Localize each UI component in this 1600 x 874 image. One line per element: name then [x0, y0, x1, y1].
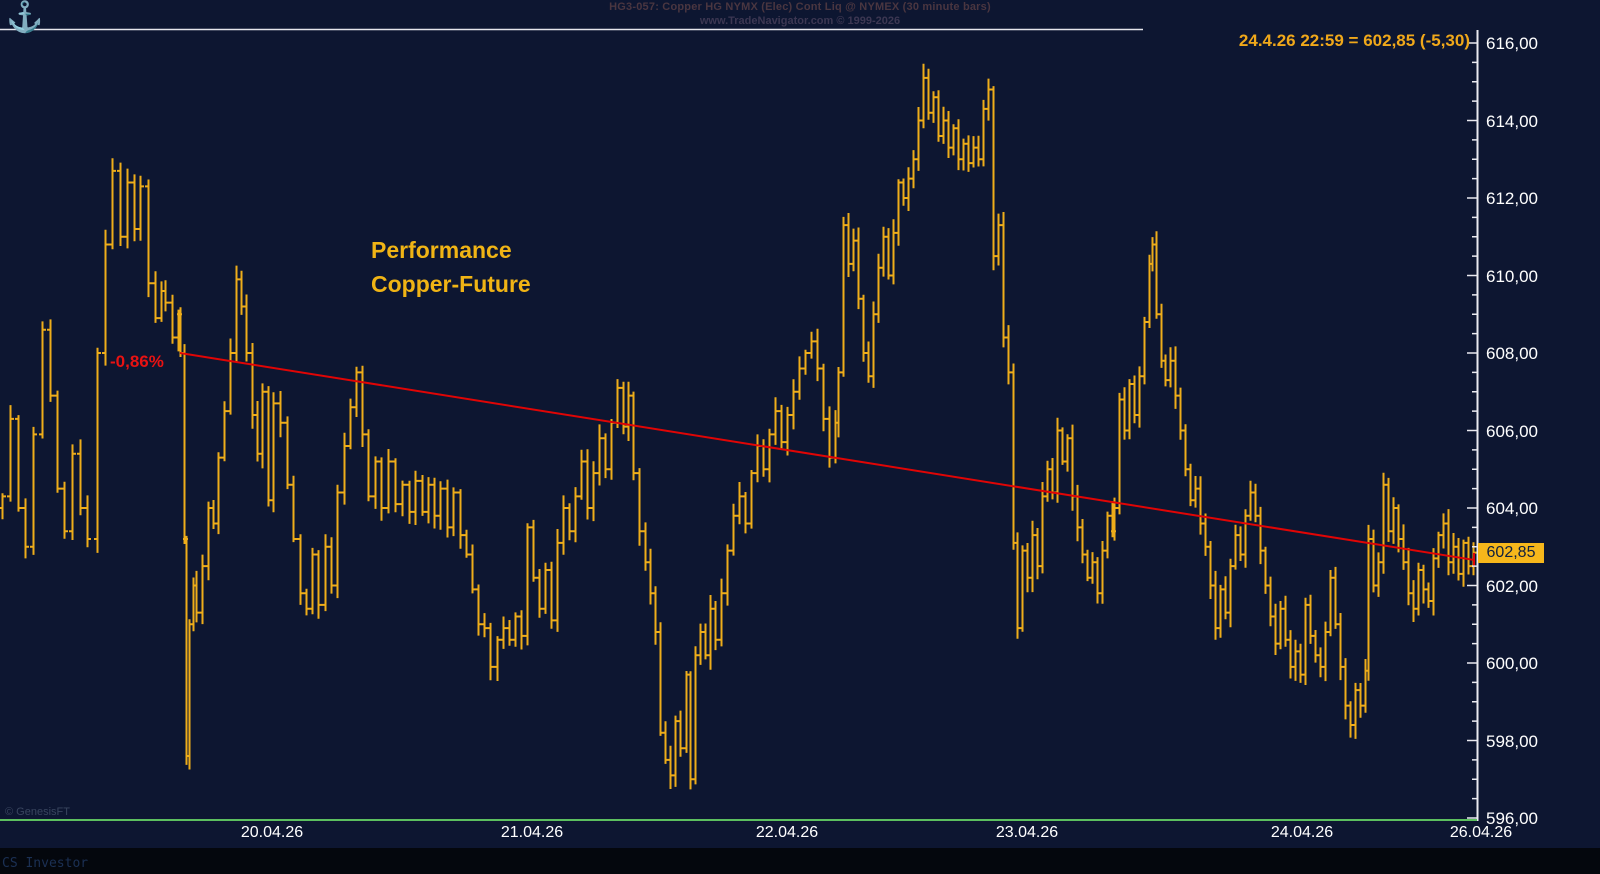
x-axis-label: 23.04.26	[995, 824, 1059, 841]
y-axis-label: 612,00	[1486, 189, 1538, 208]
x-axis-label: 24.04.26	[1270, 824, 1334, 841]
y-axis-label: 606,00	[1486, 421, 1538, 441]
y-axis-label: 614,00	[1486, 111, 1538, 131]
performance-annotation: Performance Copper-Future	[371, 237, 531, 297]
y-axis-label: 598,00	[1486, 731, 1538, 751]
x-axis-label: 20.04.26	[240, 824, 304, 841]
y-axis-label: 600,00	[1486, 654, 1538, 673]
y-axis-label: 596,00	[1486, 809, 1538, 828]
x-axis-label: 26.04.26	[1449, 824, 1513, 841]
app-logo-anchor-icon: ⚓	[6, 1, 44, 34]
trendline[interactable]	[179, 352, 1475, 567]
axes	[0, 28, 1479, 821]
y-axis-label: 602,00	[1486, 576, 1538, 596]
ohlc-bars	[0, 63, 1477, 790]
x-axis-label: 21.04.26	[500, 824, 564, 841]
cs-investor-watermark: CS Investor	[2, 856, 89, 871]
last-price-badge: 602,85	[1478, 542, 1544, 563]
bottom-strip	[0, 848, 1600, 874]
y-axis-label: 610,00	[1486, 266, 1538, 286]
x-axis-label: 22.04.26	[755, 824, 819, 841]
y-axis-label: 616,00	[1486, 34, 1538, 53]
last-quote-readout: 24.4.26 22:59 = 602,85 (-5,30)	[1238, 31, 1470, 50]
genesis-watermark: © GenesisFT	[5, 806, 70, 818]
y-axis-label: 608,00	[1486, 344, 1538, 363]
trendline-percent-label: -0,86%	[110, 352, 164, 371]
chart-title: HG3-057: Copper HG NYMX (Elec) Cont Liq …	[609, 1, 991, 13]
chart-subtitle-url: www.TradeNavigator.com © 1999-2026	[699, 15, 901, 27]
y-axis-label: 604,00	[1486, 499, 1538, 518]
